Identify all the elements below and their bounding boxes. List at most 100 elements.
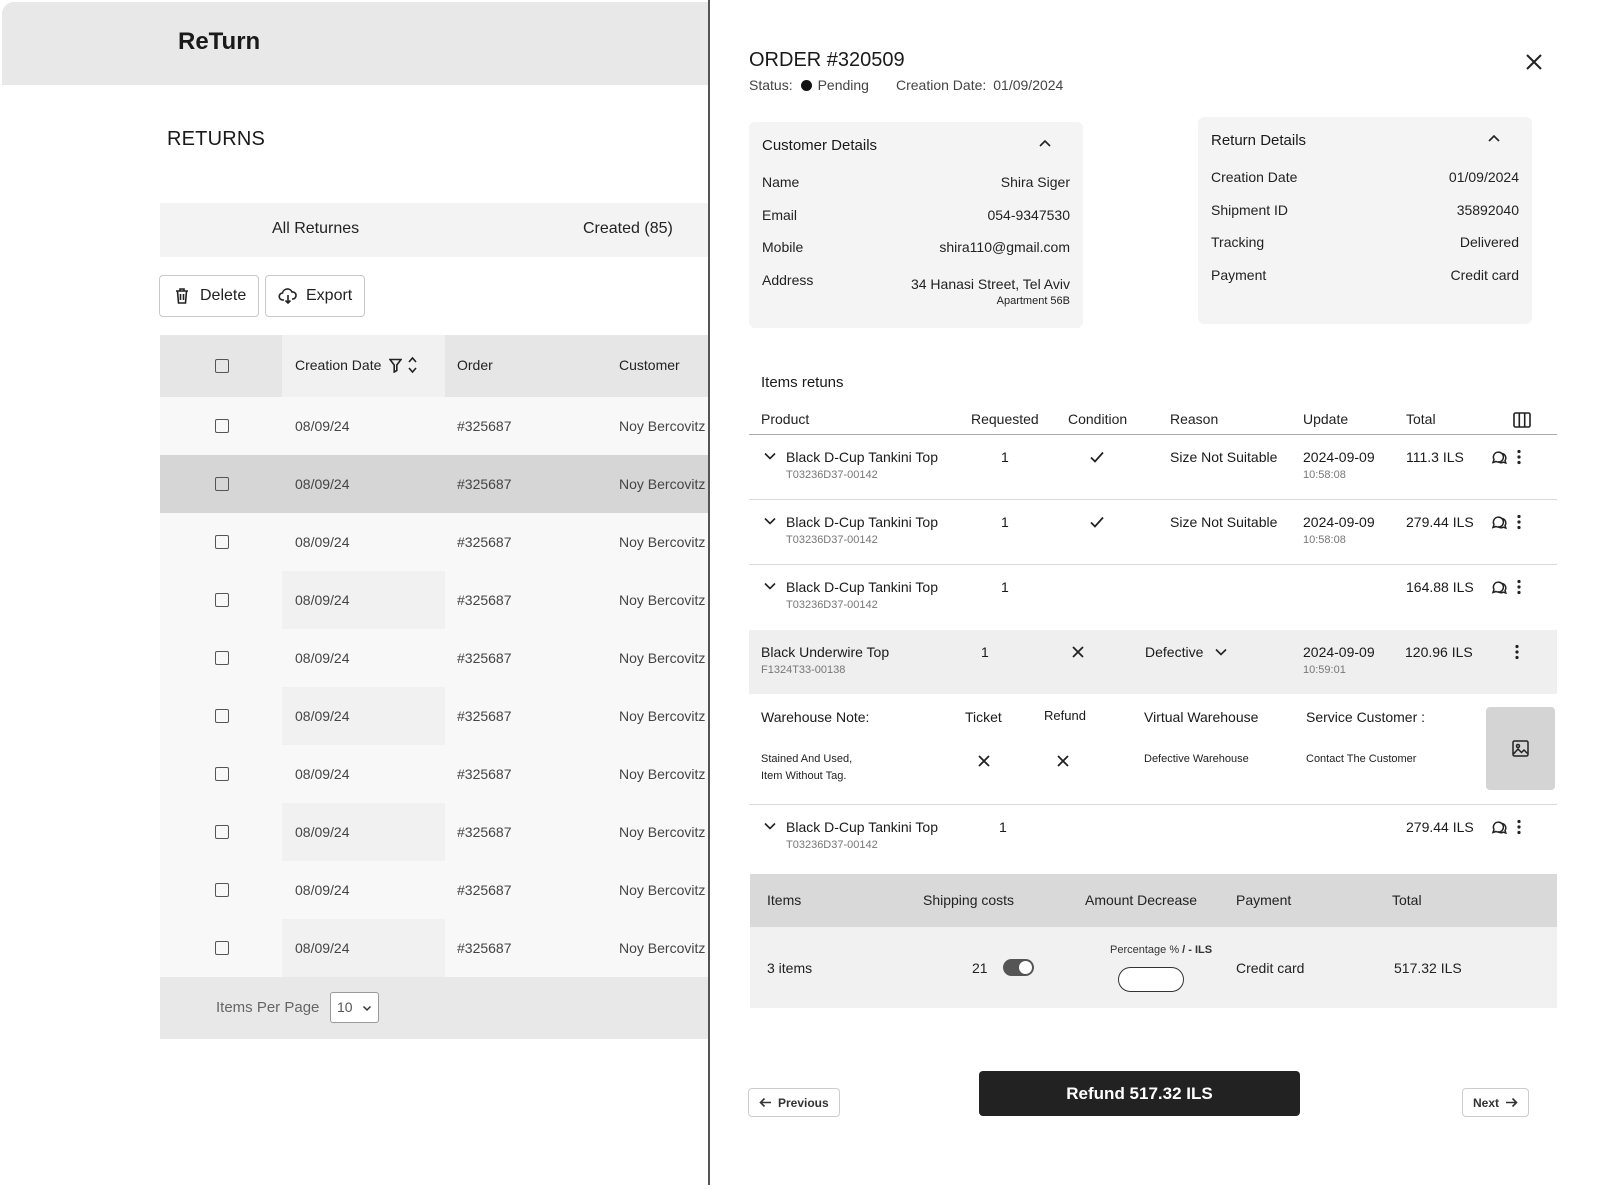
tracking-label: Tracking xyxy=(1211,234,1265,250)
tab-created[interactable]: Created (85) xyxy=(583,220,673,237)
column-order[interactable]: Order xyxy=(457,357,493,373)
item-row[interactable]: Black D-Cup Tankini Top T03236D37-00142 … xyxy=(749,565,1557,631)
close-icon[interactable] xyxy=(1522,50,1546,74)
more-vertical-icon[interactable] xyxy=(1510,578,1528,596)
filter-icon[interactable] xyxy=(389,358,402,373)
shipping-toggle[interactable] xyxy=(1003,959,1034,976)
row-checkbox[interactable] xyxy=(215,651,229,665)
customer-address-sub: Apartment 56B xyxy=(996,295,1070,307)
more-vertical-icon[interactable] xyxy=(1510,513,1528,531)
row-checkbox[interactable] xyxy=(215,825,229,839)
sort-icon[interactable] xyxy=(408,356,417,374)
row-order[interactable]: #325687 xyxy=(457,592,512,608)
chat-icon[interactable] xyxy=(1490,448,1508,466)
chat-icon[interactable] xyxy=(1490,818,1508,836)
row-order[interactable]: #325687 xyxy=(457,882,512,898)
payment-value: Credit card xyxy=(1450,267,1519,283)
summary-payment-label: Payment xyxy=(1236,892,1292,908)
reason-select[interactable]: Defective xyxy=(1145,644,1204,660)
tab-all-returns[interactable]: All Returnes xyxy=(272,220,360,237)
row-order[interactable]: #325687 xyxy=(457,766,512,782)
warehouse-note-line-1: Stained And Used, xyxy=(761,753,853,765)
check-icon xyxy=(1090,516,1104,528)
row-order[interactable]: #325687 xyxy=(457,824,512,840)
column-creation-date[interactable]: Creation Date xyxy=(295,357,382,373)
table-row[interactable]: 08/09/24 #325687 Noy Bercovitz xyxy=(160,455,710,513)
date-cell xyxy=(282,687,445,745)
export-button[interactable]: Export xyxy=(265,275,366,317)
row-order[interactable]: #325687 xyxy=(457,940,512,956)
items-per-page-select[interactable]: 10 xyxy=(330,992,379,1023)
row-order[interactable]: #325687 xyxy=(457,418,512,434)
row-date: 08/09/24 xyxy=(295,766,350,782)
row-checkbox[interactable] xyxy=(215,767,229,781)
next-button[interactable]: Next xyxy=(1462,1088,1530,1117)
row-checkbox[interactable] xyxy=(215,941,229,955)
more-vertical-icon[interactable] xyxy=(1510,448,1528,466)
previous-button[interactable]: Previous xyxy=(748,1088,840,1117)
tracking-value: Delivered xyxy=(1459,234,1519,250)
export-label: Export xyxy=(306,287,353,304)
row-checkbox[interactable] xyxy=(215,535,229,549)
row-customer: Noy Bercovitz xyxy=(619,592,706,608)
creation-date-value: 01/09/2024 xyxy=(993,77,1064,93)
returns-app: ReTurn RETURNS All Returnes Created (85)… xyxy=(2,2,710,1185)
update-date: 2024-09-09 xyxy=(1303,644,1375,660)
row-order[interactable]: #325687 xyxy=(457,650,512,666)
table-row[interactable]: 08/09/24 #325687 Noy Bercovitz xyxy=(160,629,710,687)
app-logo[interactable]: ReTurn xyxy=(178,28,261,55)
select-all-checkbox[interactable] xyxy=(215,359,229,373)
chevron-down-icon[interactable] xyxy=(763,579,777,593)
item-row[interactable]: Black D-Cup Tankini Top T03236D37-00142 … xyxy=(749,500,1557,566)
table-row[interactable]: 08/09/24 #325687 Noy Bercovitz xyxy=(160,861,710,919)
table-row[interactable]: 08/09/24 #325687 Noy Bercovitz xyxy=(160,397,710,455)
row-customer: Noy Bercovitz xyxy=(619,766,706,782)
summary-total-label: Total xyxy=(1392,892,1422,908)
name-label: Name xyxy=(762,174,800,190)
row-customer: Noy Bercovitz xyxy=(619,824,706,840)
chat-icon[interactable] xyxy=(1490,513,1508,531)
columns-icon[interactable] xyxy=(1512,410,1532,430)
item-total: 164.88 ILS xyxy=(1406,579,1474,595)
product-name: Black D-Cup Tankini Top xyxy=(786,514,939,530)
table-row[interactable]: 08/09/24 #325687 Noy Bercovitz xyxy=(160,745,710,803)
row-checkbox[interactable] xyxy=(215,709,229,723)
row-checkbox[interactable] xyxy=(215,593,229,607)
table-row[interactable]: 08/09/24 #325687 Noy Bercovitz xyxy=(160,571,710,629)
row-order[interactable]: #325687 xyxy=(457,476,512,492)
table-row[interactable]: 08/09/24 #325687 Noy Bercovitz xyxy=(160,919,710,977)
update-time: 10:59:01 xyxy=(1303,664,1346,676)
table-row[interactable]: 08/09/24 #325687 Noy Bercovitz xyxy=(160,803,710,861)
row-customer: Noy Bercovitz xyxy=(619,940,706,956)
chat-icon[interactable] xyxy=(1490,578,1508,596)
column-customer[interactable]: Customer xyxy=(619,357,680,373)
shipping-cost-value: 21 xyxy=(972,960,988,976)
row-checkbox[interactable] xyxy=(215,419,229,433)
item-row[interactable]: Black D-Cup Tankini Top T03236D37-00142 … xyxy=(749,805,1557,871)
chevron-up-icon[interactable] xyxy=(1037,136,1053,152)
percentage-label: Percentage % xyxy=(1110,944,1183,956)
item-row-expanded[interactable]: Black Underwire Top F1324T33-00138 1 Def… xyxy=(749,630,1557,694)
row-checkbox[interactable] xyxy=(215,883,229,897)
chevron-down-icon[interactable] xyxy=(1214,645,1228,659)
table-row[interactable]: 08/09/24 #325687 Noy Bercovitz xyxy=(160,513,710,571)
item-image-placeholder[interactable] xyxy=(1486,707,1555,790)
row-order[interactable]: #325687 xyxy=(457,534,512,550)
ils-label: - ILS xyxy=(1185,944,1213,956)
delete-button[interactable]: Delete xyxy=(159,275,260,317)
warehouse-note-label: Warehouse Note: xyxy=(761,709,870,725)
row-checkbox[interactable] xyxy=(215,477,229,491)
x-icon xyxy=(1072,646,1084,658)
more-vertical-icon[interactable] xyxy=(1510,818,1528,836)
chevron-down-icon[interactable] xyxy=(763,514,777,528)
row-order[interactable]: #325687 xyxy=(457,708,512,724)
more-vertical-icon[interactable] xyxy=(1508,643,1526,661)
amount-decrease-input[interactable] xyxy=(1118,967,1184,992)
item-row[interactable]: Black D-Cup Tankini Top T03236D37-00142 … xyxy=(749,435,1557,501)
refund-button[interactable]: Refund 517.32 ILS xyxy=(979,1071,1300,1116)
chevron-up-icon[interactable] xyxy=(1486,131,1502,147)
table-row[interactable]: 08/09/24 #325687 Noy Bercovitz xyxy=(160,687,710,745)
chevron-down-icon[interactable] xyxy=(763,449,777,463)
chevron-down-icon[interactable] xyxy=(763,819,777,833)
customer-details-title: Customer Details xyxy=(762,137,878,154)
